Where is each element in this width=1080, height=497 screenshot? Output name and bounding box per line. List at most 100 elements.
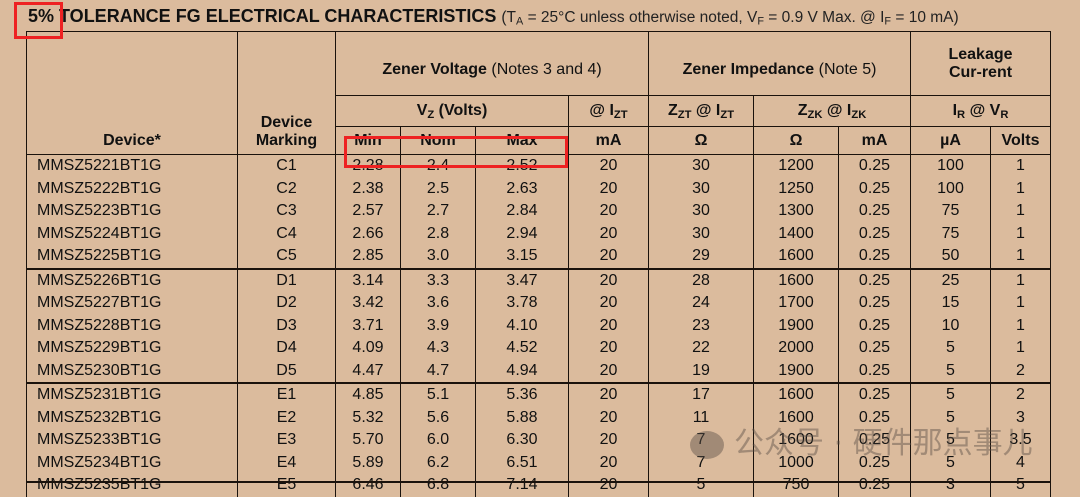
table-row: MMSZ5228BT1G D3 3.71 3.9 4.10 20 23 1900 0.25 10 1 [26, 314, 1051, 337]
header-unit-zzt-ohm: Ω [648, 126, 754, 155]
table-row: MMSZ5234BT1G E4 5.89 6.2 6.51 20 7 1000 0.25 5 4 [26, 451, 1051, 474]
cell-izt: 20 [568, 382, 649, 407]
cell-zzk: 1250 [753, 177, 839, 200]
table-row: MMSZ5224BT1G C4 2.66 2.8 2.94 20 30 1400 0.25 75 1 [26, 222, 1051, 245]
title-bold: 5% TOLERANCE FG ELECTRICAL CHARACTERISTI… [28, 6, 497, 26]
cell-zzk: 750 [753, 474, 839, 497]
header-device: Device* [26, 31, 238, 155]
cell-zzk: 1600 [753, 245, 839, 269]
table-bottom-border [26, 481, 1050, 483]
cell-vz-max: 6.51 [475, 451, 569, 474]
cell-device: MMSZ5224BT1G [26, 222, 238, 245]
cell-izt: 20 [568, 222, 649, 245]
highlight-first-row-vz [344, 136, 568, 168]
cell-vr: 2 [990, 382, 1051, 407]
cell-ir: 75 [910, 222, 991, 245]
cell-zzk: 1400 [753, 222, 839, 245]
cell-vr: 1 [990, 245, 1051, 269]
cell-zzt: 30 [648, 154, 754, 178]
header-unit-izt-ma: mA [568, 126, 649, 155]
cell-vz-nom: 6.2 [400, 451, 476, 474]
cell-vz-min: 2.66 [335, 222, 401, 245]
watermark: 公众号 · 硬件那点事儿 [690, 418, 1033, 462]
cell-izk: 0.25 [838, 267, 911, 292]
cell-vz-min: 2.85 [335, 245, 401, 269]
header-ir: IR @ VR [910, 95, 1051, 127]
cell-izt: 20 [568, 267, 649, 292]
cell-izk: 0.25 [838, 200, 911, 223]
cell-zzt: 29 [648, 245, 754, 269]
cell-izt: 20 [568, 337, 649, 360]
cell-marking: E1 [237, 382, 336, 407]
cell-vr: 1 [990, 154, 1051, 178]
cell-izk: 0.25 [838, 222, 911, 245]
cell-vz-nom: 2.5 [400, 177, 476, 200]
cell-vz-max: 7.14 [475, 474, 569, 497]
cell-ir: 10 [910, 314, 991, 337]
cell-vr: 1 [990, 177, 1051, 200]
cell-vr: 1 [990, 200, 1051, 223]
cell-device: MMSZ5227BT1G [26, 292, 238, 315]
cell-vz-nom: 3.6 [400, 292, 476, 315]
cell-device: MMSZ5230BT1G [26, 359, 238, 383]
cell-ir: 3 [910, 474, 991, 497]
cell-zzk: 2000 [753, 337, 839, 360]
table-row: MMSZ5222BT1G C2 2.38 2.5 2.63 20 30 1250 0.25 100… [26, 177, 1051, 200]
cell-izk: 0.25 [838, 154, 911, 178]
cell-vz-min: 4.47 [335, 359, 401, 383]
header-unit-vr-volts: Volts [990, 126, 1051, 155]
cell-zzk: 1600 [753, 267, 839, 292]
cell-vz-max: 5.88 [475, 406, 569, 429]
cell-vz-min: 2.57 [335, 200, 401, 223]
cell-vz-max: 5.36 [475, 382, 569, 407]
cell-device: MMSZ5221BT1G [26, 154, 238, 178]
header-leakage-current: Leakage Cur-rent [910, 31, 1051, 96]
electrical-characteristics-table: Device* Device Marking Zener Voltage (No… [26, 31, 1051, 497]
cell-vz-max: 4.52 [475, 337, 569, 360]
cell-izt: 20 [568, 154, 649, 178]
cell-izt: 20 [568, 406, 649, 429]
cell-vz-min: 5.89 [335, 451, 401, 474]
cell-izt: 20 [568, 200, 649, 223]
cell-vz-max: 2.84 [475, 200, 569, 223]
cell-izk: 0.25 [838, 382, 911, 407]
cell-device: MMSZ5225BT1G [26, 245, 238, 269]
cell-vr: 5 [990, 474, 1051, 497]
cell-vz-max: 2.63 [475, 177, 569, 200]
cell-vz-max: 3.15 [475, 245, 569, 269]
cell-zzt: 19 [648, 359, 754, 383]
cell-marking: C5 [237, 245, 336, 269]
header-unit-nom: Nom [400, 126, 476, 155]
header-unit-ir-ua: µA [910, 126, 991, 155]
wechat-icon [690, 430, 724, 459]
cell-vz-nom: 4.3 [400, 337, 476, 360]
cell-zzt: 11 [648, 406, 754, 429]
cell-device: MMSZ5234BT1G [26, 451, 238, 474]
cell-vz-nom: 3.9 [400, 314, 476, 337]
cell-ir: 100 [910, 177, 991, 200]
cell-vr: 3 [990, 406, 1051, 429]
cell-izk: 0.25 [838, 337, 911, 360]
cell-izk: 0.25 [838, 429, 911, 452]
cell-vz-nom: 2.8 [400, 222, 476, 245]
cell-ir: 25 [910, 267, 991, 292]
cell-vz-max: 6.30 [475, 429, 569, 452]
table-row: MMSZ5226BT1G D1 3.14 3.3 3.47 20 28 1600 0.25 25 1 [26, 267, 1051, 292]
cell-device: MMSZ5222BT1G [26, 177, 238, 200]
cell-vr: 3.5 [990, 429, 1051, 452]
header-zzk: ZZK @ IZK [753, 95, 911, 127]
table-row: MMSZ5227BT1G D2 3.42 3.6 3.78 20 24 1700 0.25 15 1 [26, 292, 1051, 315]
cell-vz-min: 4.09 [335, 337, 401, 360]
cell-device: MMSZ5235BT1G [26, 474, 238, 497]
table-row: MMSZ5231BT1G E1 4.85 5.1 5.36 20 17 1600 0.25 5 2 [26, 382, 1051, 407]
cell-vz-min: 3.14 [335, 267, 401, 292]
cell-marking: D4 [237, 337, 336, 360]
cell-device: MMSZ5232BT1G [26, 406, 238, 429]
cell-izk: 0.25 [838, 292, 911, 315]
cell-vz-min: 6.46 [335, 474, 401, 497]
cell-ir: 50 [910, 245, 991, 269]
cell-marking: E4 [237, 451, 336, 474]
table-row: MMSZ5221BT1G C1 2.28 2.4 2.52 20 30 1200 0.25 100… [26, 154, 1051, 178]
header-at-izt: @ IZT [568, 95, 649, 127]
cell-device: MMSZ5229BT1G [26, 337, 238, 360]
